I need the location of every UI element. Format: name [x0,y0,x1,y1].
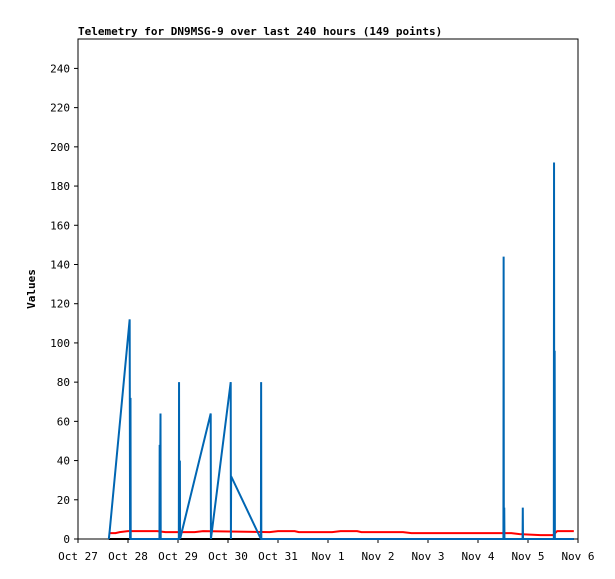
x-tick-label: Nov 6 [561,550,594,563]
x-tick-label: Oct 29 [158,550,198,563]
series-layer [107,162,574,540]
x-axis-ticks: Oct 27 Oct 28 Oct 29 Oct 30 Oct 31 Nov 1 Nov 2… [58,539,595,563]
y-tick-label: 100 [50,337,70,350]
x-tick-label: Nov 2 [361,550,394,563]
y-tick-label: 240 [50,62,70,75]
y-tick-label: 80 [57,376,70,389]
y-tick-label: 180 [50,180,70,193]
series-line-2 [108,530,574,537]
y-axis-ticks: 0 20 40 60 80 100 120 140 160 180 200 220 240 [50,62,78,546]
y-tick-label: 140 [50,258,70,271]
chart-title: Telemetry for DN9MSG-9 over last 240 hou… [78,25,442,38]
y-tick-label: 220 [50,102,70,115]
y-tick-label: 0 [63,533,70,546]
x-tick-label: Nov 4 [461,550,494,563]
series-line-1 [107,162,574,540]
x-tick-label: Nov 3 [411,550,444,563]
x-tick-label: Oct 27 [58,550,98,563]
y-tick-label: 60 [57,415,70,428]
x-tick-label: Oct 30 [208,550,248,563]
y-tick-label: 120 [50,298,70,311]
y-tick-label: 160 [50,219,70,232]
x-tick-label: Nov 5 [511,550,544,563]
y-tick-label: 40 [57,455,70,468]
x-tick-label: Nov 1 [311,550,344,563]
x-tick-label: Oct 31 [258,550,298,563]
y-tick-label: 200 [50,141,70,154]
y-tick-label: 20 [57,494,70,507]
y-axis-label: Values [25,269,38,309]
x-tick-label: Oct 28 [108,550,148,563]
